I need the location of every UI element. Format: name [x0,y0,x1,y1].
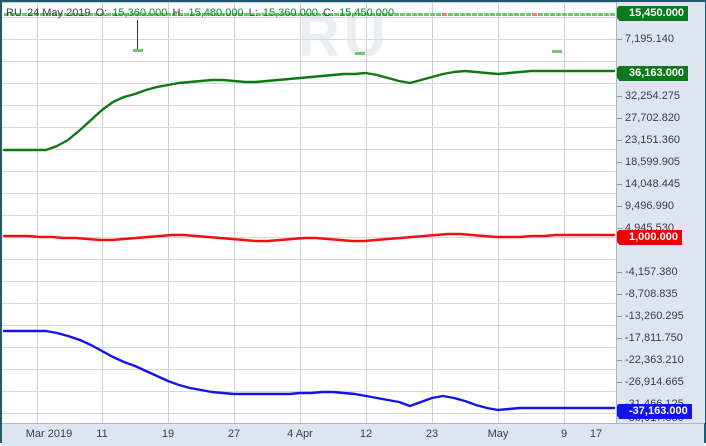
header-high-label: H: [172,7,184,19]
price-tick-label: 14,048.445 [625,178,681,190]
price-tick-dash [617,228,622,229]
header-close-label: C: [323,7,334,19]
price-tick-dash [617,140,622,141]
time-tick-label: 17 [589,428,603,440]
header-open-value: 15,360.000 [112,7,168,19]
time-tick-label: 4 Apr [287,428,313,440]
header-close-value: 15,450.000 [339,7,395,19]
price-tick-label: 18,599.905 [625,156,681,168]
header-low-value: 15,360.000 [262,7,318,19]
price-tick-label: -13,260.295 [625,310,684,322]
time-tick-label: 9 [560,428,568,440]
time-tick-label: 11 [96,428,108,440]
price-tick-label: -17,811.750 [625,332,683,344]
header-high-value: 15,480.000 [188,7,244,19]
price-tick-dash [617,382,622,383]
price-tick-dash [617,272,622,273]
header-low-label: L: [248,7,258,19]
time-tick-label: Mar 2019 [25,428,73,440]
price-tick-label: -4,157.380 [625,266,678,278]
price-tick-label: 27,702.820 [625,112,681,124]
time-tick-label: 12 [359,428,373,440]
price-tick-dash [617,360,622,361]
price-tick-dash [617,118,622,119]
price-tick-label: 32,254.275 [625,90,681,102]
candle-series [4,13,615,55]
price-tick-dash [617,206,622,207]
price-tick-dash [617,184,622,185]
time-tick-label: May [487,428,509,440]
header-date: 24 May 2019 [26,7,91,19]
price-badge-ohlc[interactable]: 15,450.000 [617,6,689,21]
price-tick-label: -8,708.835 [625,288,678,300]
price-tick-dash [617,96,622,97]
price-tick-dash [617,338,622,339]
price-tick-label: -26,914.665 [625,376,684,388]
time-tick-label: 19 [161,428,175,440]
price-tick-dash [617,294,622,295]
price-badge-red[interactable]: 1,000.000 [617,230,682,245]
price-tick-dash [617,39,622,40]
line-series [2,69,616,412]
price-tick-dash [617,316,622,317]
price-tick-label: 23,151.360 [625,134,681,146]
header-open-label: O: [95,7,108,19]
plot-area[interactable]: RU RU 24 May 2019 O: 15,360.000 H: 15,48… [2,2,616,423]
time-scale-axis[interactable]: Mar 2019 11 19 27 4 Apr 12 23 May 9 17 [2,423,704,446]
price-tick-label: 7,195.140 [625,33,674,45]
price-tick-dash [617,162,622,163]
ohlc-header: RU 24 May 2019 O: 15,360.000 H: 15,480.0… [6,7,396,20]
time-tick-label: 23 [425,428,439,440]
price-tick-label: 9,496.990 [625,200,674,212]
time-tick-label: 27 [227,428,241,440]
price-badge-green[interactable]: 36,163.000 [617,66,689,81]
header-symbol: RU [6,7,22,19]
price-badge-blue[interactable]: -37,163.000 [617,404,692,419]
price-tick-label: -22,363.210 [625,354,684,366]
price-scale-axis[interactable]: 7,195.140 32,254.275 27,702.820 23,151.360 1… [616,2,705,423]
